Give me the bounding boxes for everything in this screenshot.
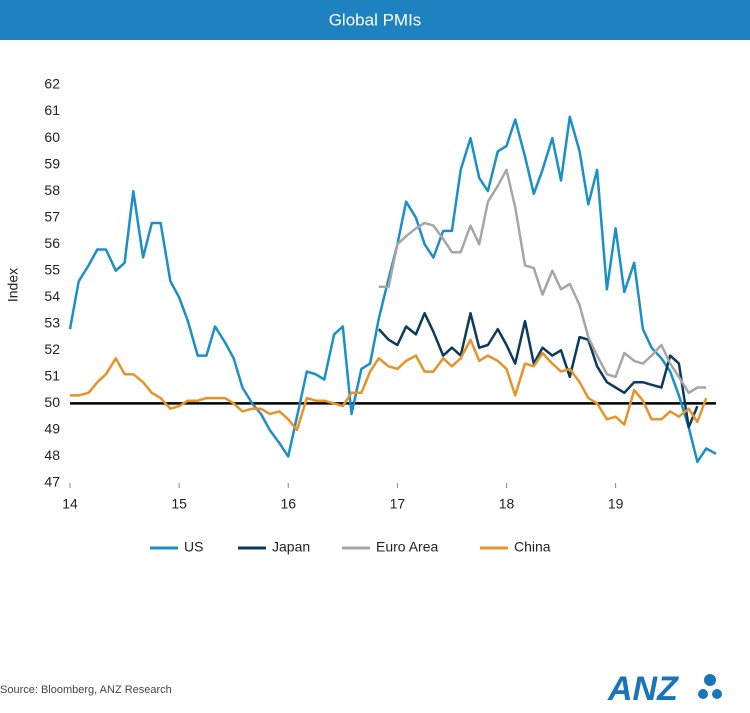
y-tick-label: 49 [44,421,60,437]
x-tick-label: 18 [499,496,515,512]
y-tick-label: 55 [44,261,60,277]
series-line [70,338,708,432]
y-tick-label: 54 [44,288,60,304]
logo-mark [704,674,716,686]
x-tick-label: 19 [608,496,624,512]
y-tick-label: 60 [44,129,60,145]
y-tick-label: 59 [44,155,60,171]
y-tick-label: 56 [44,235,60,251]
source-note: Source: Bloomberg, ANZ Research [0,684,172,696]
x-tick-label: 16 [280,496,296,512]
series-line [378,168,707,395]
header-bar [0,0,750,40]
legend-label: China [514,539,551,555]
x-tick-label: 14 [62,496,78,512]
y-tick-label: 53 [44,315,60,331]
chart-title: Global PMIs [329,10,422,29]
y-tick-label: 52 [44,341,60,357]
y-tick-label: 61 [44,102,60,118]
y-axis-label: Index [5,268,21,302]
series-line [68,115,717,464]
logo: ANZ [607,670,679,708]
y-tick-label: 47 [44,474,60,490]
y-tick-label: 57 [44,208,60,224]
y-tick-label: 51 [44,368,60,384]
logo-mark [698,689,708,699]
legend-label: Euro Area [376,539,438,555]
series-line [377,311,699,429]
x-tick-label: 17 [390,496,406,512]
y-tick-label: 50 [44,394,60,410]
y-tick-label: 62 [44,76,60,92]
y-tick-label: 58 [44,182,60,198]
legend-label: US [184,539,203,555]
legend-label: Japan [272,539,310,555]
y-tick-label: 48 [44,447,60,463]
x-tick-label: 15 [171,496,187,512]
logo-mark [712,689,722,699]
